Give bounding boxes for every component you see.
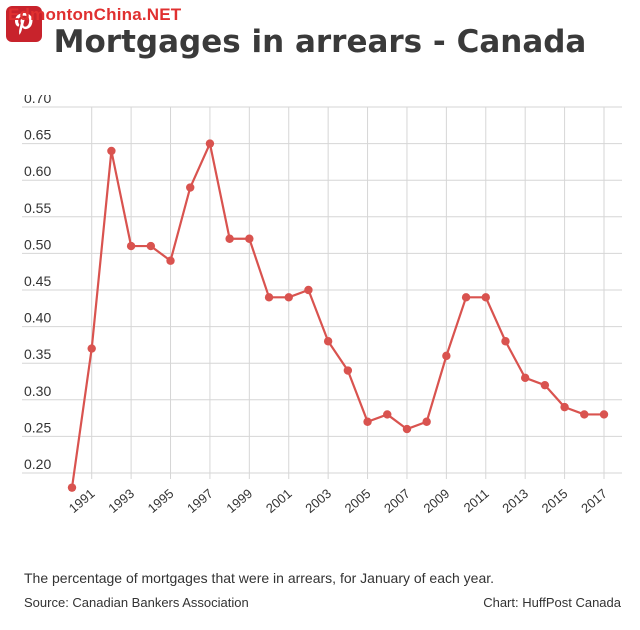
- data-point: [343, 366, 353, 375]
- y-tick-label: 0.40: [24, 310, 51, 326]
- x-tick-label: 2013: [499, 486, 531, 516]
- y-tick-label: 0.20: [24, 456, 51, 472]
- watermark-text: EdmontonChina.NET: [8, 5, 182, 24]
- pin-glyph-icon: [15, 13, 33, 35]
- data-point: [422, 417, 431, 426]
- data-point: [520, 373, 530, 383]
- data-point: [580, 410, 589, 419]
- data-point: [225, 234, 234, 243]
- chart-title: Mortgages in arrears - Canada: [53, 24, 587, 60]
- source-note: Source: Canadian Bankers Association: [24, 595, 249, 610]
- line-chart: 0.20 0.25 0.30 0.35 0.40 0.45 0.50 0.55 0.60 0.65…: [22, 95, 622, 516]
- x-tick-label: 1995: [145, 486, 177, 516]
- y-tick-label: 0.25: [24, 419, 51, 435]
- data-point: [107, 146, 116, 156]
- x-tick-label: 2009: [421, 486, 453, 516]
- data-point: [67, 483, 77, 492]
- data-point: [442, 351, 451, 361]
- x-tick-label: 2005: [342, 486, 374, 516]
- data-point: [264, 293, 274, 302]
- data-point: [126, 241, 136, 251]
- data-point: [481, 293, 490, 302]
- data-point: [146, 241, 156, 251]
- data-point: [323, 337, 333, 346]
- y-tick-label: 0.60: [24, 163, 51, 179]
- x-tick-label: 2003: [302, 486, 334, 516]
- y-tick-label: 0.30: [24, 383, 51, 399]
- y-tick-label: 0.70: [24, 95, 51, 106]
- data-point: [186, 183, 195, 192]
- chart-credit: Chart: HuffPost Canada: [483, 595, 621, 610]
- data-point: [166, 256, 175, 265]
- data-point: [205, 139, 215, 148]
- chart-description: The percentage of mortgages that were in…: [24, 570, 495, 586]
- data-point: [560, 402, 569, 412]
- x-tick-label: 2001: [263, 486, 295, 516]
- data-point: [599, 410, 609, 419]
- x-tick-label: 1997: [184, 486, 216, 516]
- data-point: [363, 417, 372, 426]
- y-tick-label: 0.55: [24, 200, 51, 216]
- x-tick-label: 1993: [105, 486, 137, 516]
- x-tick-label: 2015: [539, 486, 571, 516]
- data-point: [383, 410, 392, 419]
- data-point: [402, 424, 412, 434]
- data-point: [540, 380, 550, 390]
- x-tick-label: 2007: [381, 486, 413, 516]
- data-point: [461, 293, 471, 302]
- x-tick-label: 1999: [223, 486, 255, 516]
- data-point: [304, 285, 313, 295]
- y-tick-label: 0.35: [24, 346, 51, 362]
- series-line: [70, 142, 604, 488]
- y-tick-label: 0.50: [24, 236, 51, 252]
- pinterest-icon[interactable]: [6, 6, 42, 42]
- data-point: [87, 344, 96, 353]
- data-point: [501, 337, 510, 346]
- x-tick-label: 2017: [578, 486, 610, 516]
- data-point: [245, 234, 254, 243]
- data-point: [284, 293, 293, 302]
- y-tick-label: 0.65: [24, 127, 51, 143]
- y-tick-label: 0.45: [24, 273, 51, 289]
- x-tick-label: 2011: [461, 486, 492, 515]
